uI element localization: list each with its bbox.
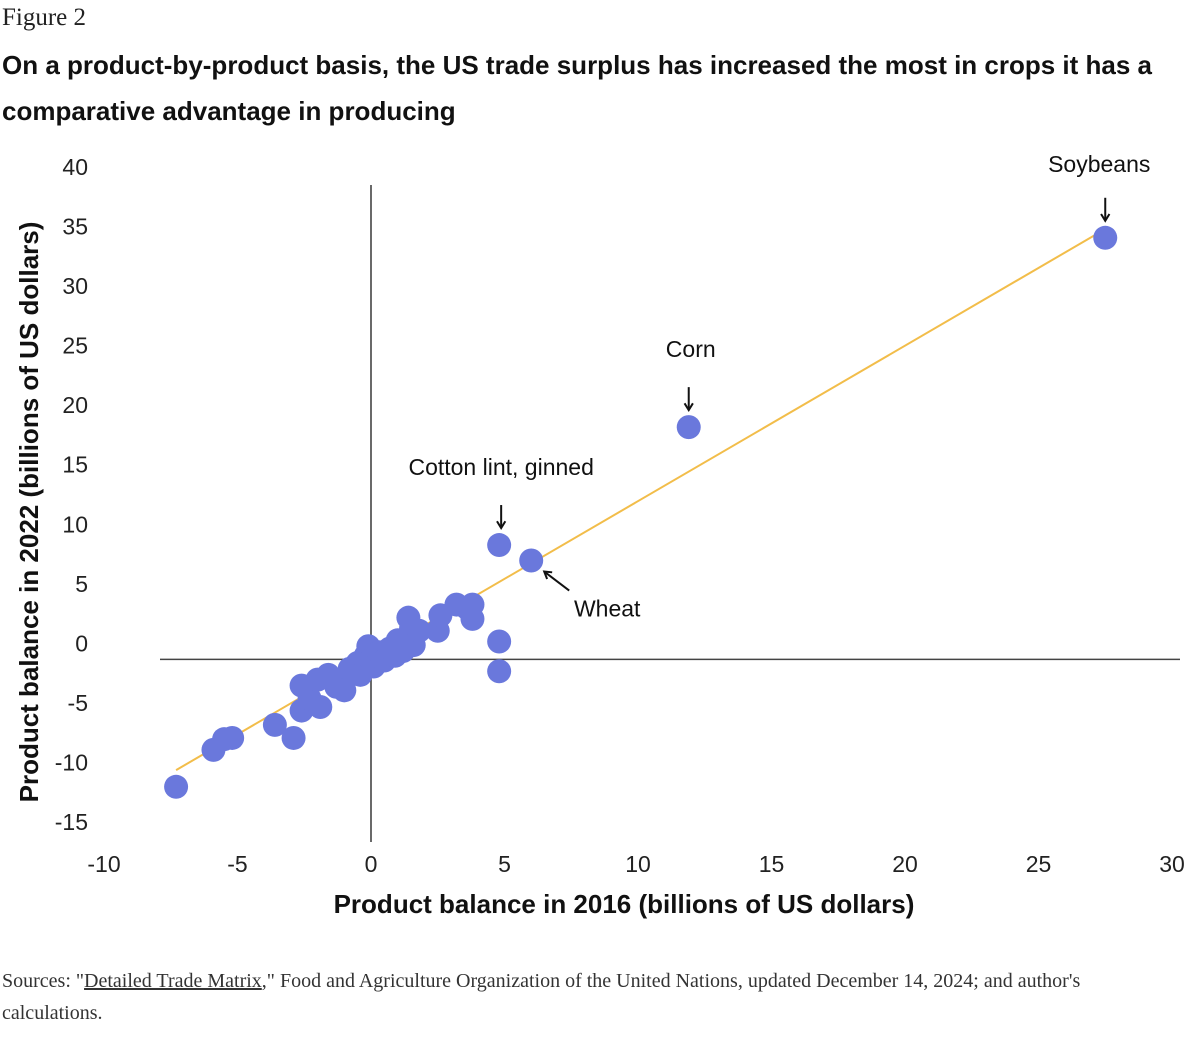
y-tick-label: -5 xyxy=(68,690,88,716)
axes-layer: -10 -5 0 5 10 15 20 25 30 -15 -10 -5 0 5 10 15 20 25 30 35 4… xyxy=(14,154,1185,919)
data-point xyxy=(487,629,512,654)
y-tick-label: 30 xyxy=(62,273,88,299)
y-tick-label: 20 xyxy=(62,392,88,418)
x-tick-label: 10 xyxy=(625,851,651,877)
data-point xyxy=(308,695,333,719)
annotations-layer: Soybeans Corn Cotton lint, ginned Wheat xyxy=(408,151,1150,622)
annotation-soybeans: Soybeans xyxy=(1048,151,1150,177)
y-tick-label: 5 xyxy=(75,571,88,597)
data-point xyxy=(407,618,432,643)
points-layer xyxy=(164,225,1118,799)
annotation-corn: Corn xyxy=(666,336,716,362)
y-tick-label: -15 xyxy=(55,809,88,835)
x-tick-label: 20 xyxy=(892,851,918,877)
x-tick-label: -5 xyxy=(227,851,247,877)
y-tick-label: 10 xyxy=(62,511,88,537)
data-point xyxy=(220,725,245,750)
sources-suffix: ," Food and Agriculture Organization of … xyxy=(2,970,1081,1024)
arrow-icon xyxy=(1100,197,1111,223)
y-tick-label: 25 xyxy=(62,333,88,359)
data-point xyxy=(460,606,485,631)
x-tick-label: -10 xyxy=(87,851,120,877)
data-point xyxy=(487,659,512,684)
arrow-icon xyxy=(683,387,694,413)
annotation-cotton-lint-ginned: Cotton lint, ginned xyxy=(408,454,593,480)
sources-link[interactable]: Detailed Trade Matrix xyxy=(84,970,262,992)
x-axis-title: Product balance in 2016 (billions of US … xyxy=(334,889,915,919)
chart-title: On a product-by-product basis, the US tr… xyxy=(2,50,1153,126)
arrow-icon xyxy=(542,570,570,592)
y-tick-label: -10 xyxy=(55,749,88,775)
x-tick-label: 30 xyxy=(1159,851,1185,877)
data-point xyxy=(164,774,189,799)
x-tick-label: 15 xyxy=(759,851,785,877)
x-tick-label: 25 xyxy=(1026,851,1052,877)
data-point xyxy=(281,725,306,750)
sources-note: Sources: "Detailed Trade Matrix," Food a… xyxy=(2,965,1182,1029)
data-point xyxy=(262,712,287,737)
y-tick-label: 40 xyxy=(62,154,88,180)
y-tick-label: 0 xyxy=(75,630,88,656)
arrow-icon xyxy=(496,505,507,530)
point-cotton-lint-ginned xyxy=(487,533,512,558)
y-tick-label: 35 xyxy=(62,214,88,240)
figure-label: Figure 2 xyxy=(2,4,87,31)
y-axis-title: Product balance in 2022 (billions of US … xyxy=(14,222,44,803)
point-soybeans xyxy=(1093,225,1118,250)
data-point xyxy=(332,678,357,703)
point-corn xyxy=(676,415,701,440)
x-tick-label: 5 xyxy=(498,851,511,877)
annotation-wheat: Wheat xyxy=(574,596,641,622)
x-tick-label: 0 xyxy=(365,851,378,877)
sources-prefix: Sources: " xyxy=(2,970,85,992)
point-wheat xyxy=(519,548,544,573)
y-tick-label: 15 xyxy=(62,452,88,478)
